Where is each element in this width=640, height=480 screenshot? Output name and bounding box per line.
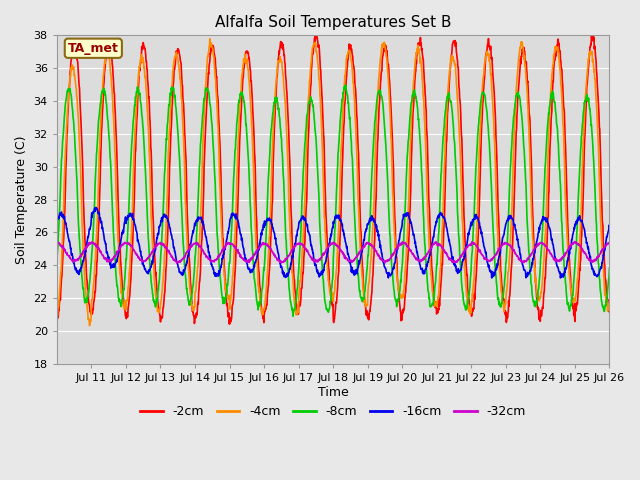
-2cm: [319, 124, 327, 130]
-2cm: [599, 223, 607, 229]
-8cm: [53, 255, 61, 261]
-16cm: [605, 226, 613, 232]
-16cm: [53, 219, 61, 225]
-8cm: [342, 82, 349, 88]
-4cm: [605, 302, 613, 308]
-32cm: [173, 260, 180, 266]
Title: Alfalfa Soil Temperatures Set B: Alfalfa Soil Temperatures Set B: [215, 15, 451, 30]
-32cm: [53, 240, 61, 246]
-32cm: [545, 247, 552, 253]
-16cm: [488, 275, 495, 281]
-2cm: [308, 50, 316, 56]
-32cm: [319, 251, 326, 256]
Text: TA_met: TA_met: [68, 42, 119, 55]
-4cm: [545, 127, 553, 133]
Line: -32cm: -32cm: [57, 241, 609, 263]
-16cm: [319, 267, 326, 273]
-4cm: [86, 323, 93, 328]
-2cm: [225, 321, 233, 327]
-4cm: [206, 36, 214, 42]
-32cm: [605, 240, 613, 246]
-8cm: [319, 275, 326, 280]
-4cm: [599, 263, 607, 268]
-32cm: [571, 239, 579, 244]
-8cm: [464, 300, 472, 306]
Y-axis label: Soil Temperature (C): Soil Temperature (C): [15, 135, 28, 264]
-8cm: [605, 265, 613, 271]
Legend: -2cm, -4cm, -8cm, -16cm, -32cm: -2cm, -4cm, -8cm, -16cm, -32cm: [135, 400, 531, 423]
-32cm: [140, 259, 147, 264]
-32cm: [599, 246, 607, 252]
-4cm: [319, 177, 327, 183]
-16cm: [308, 247, 316, 252]
-2cm: [312, 31, 320, 37]
Line: -2cm: -2cm: [57, 34, 609, 324]
-8cm: [545, 111, 553, 117]
Line: -4cm: -4cm: [57, 39, 609, 325]
-4cm: [464, 302, 472, 308]
-16cm: [140, 263, 147, 269]
-2cm: [545, 189, 553, 194]
-8cm: [308, 102, 316, 108]
-16cm: [599, 256, 607, 262]
-16cm: [92, 204, 100, 210]
-8cm: [289, 313, 297, 319]
X-axis label: Time: Time: [318, 385, 349, 398]
-4cm: [53, 315, 61, 321]
-2cm: [140, 40, 147, 46]
-4cm: [140, 59, 147, 65]
-4cm: [309, 45, 317, 50]
-16cm: [545, 224, 553, 230]
-16cm: [464, 237, 472, 243]
-2cm: [605, 307, 613, 313]
-8cm: [599, 304, 607, 310]
Line: -8cm: -8cm: [57, 85, 609, 316]
Line: -16cm: -16cm: [57, 207, 609, 278]
-32cm: [308, 255, 316, 261]
-8cm: [140, 128, 147, 133]
-2cm: [464, 288, 472, 294]
-32cm: [464, 244, 472, 250]
-2cm: [53, 315, 61, 321]
